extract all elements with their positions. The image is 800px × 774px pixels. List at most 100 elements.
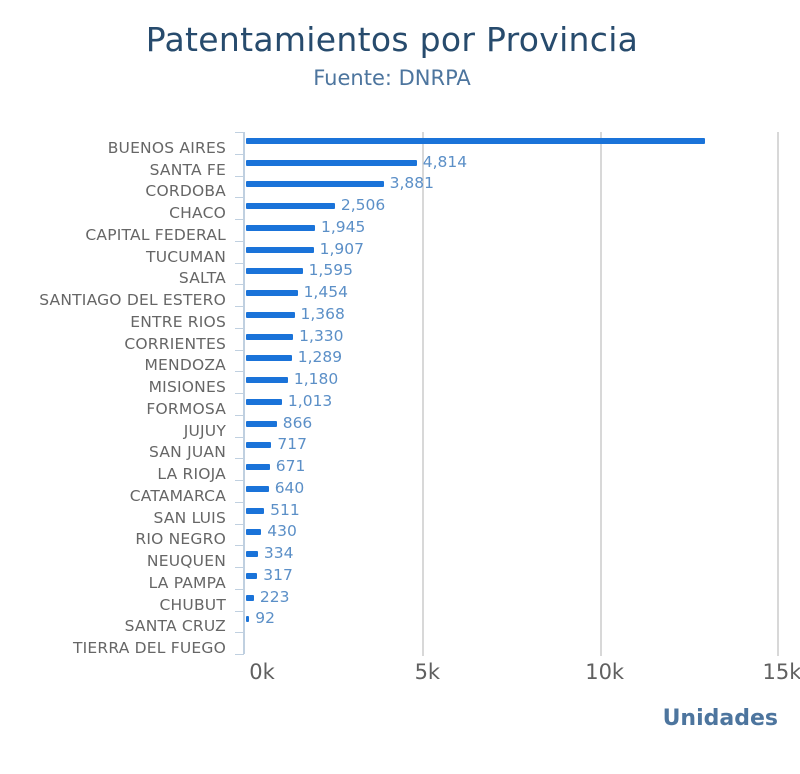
bar[interactable] [246, 464, 270, 471]
y-axis-tick [235, 175, 244, 177]
data-label: 640 [274, 478, 305, 497]
y-axis-tick [235, 327, 244, 329]
category-label: SANTA FE [149, 160, 226, 179]
gridline [599, 132, 602, 656]
bar[interactable] [246, 246, 314, 253]
x-tick-label: 15k [762, 660, 800, 684]
category-label: MENDOZA [144, 356, 226, 375]
y-axis-tick [235, 567, 244, 568]
category-label: CORRIENTES [124, 334, 226, 353]
bar[interactable] [246, 616, 250, 623]
data-label: 3,881 [389, 174, 435, 193]
bar[interactable] [246, 311, 295, 318]
bar[interactable] [246, 485, 269, 492]
data-label: 717 [277, 435, 308, 454]
category-label: SANTA CRUZ [124, 617, 226, 636]
bar[interactable] [246, 572, 258, 579]
bar[interactable] [246, 333, 294, 340]
bar[interactable] [246, 442, 272, 449]
category-label: LA RIOJA [157, 465, 226, 484]
y-axis-tick [235, 219, 244, 220]
y-axis-tick [235, 349, 244, 351]
bar[interactable] [246, 224, 315, 231]
data-label: 1,289 [297, 348, 343, 367]
data-label: 317 [263, 565, 293, 584]
y-axis-tick [235, 545, 244, 547]
data-label: 1,454 [303, 283, 348, 302]
data-label: 1,907 [319, 239, 364, 258]
y-axis-tick [235, 501, 244, 503]
category-label: CHUBUT [159, 595, 226, 614]
x-tick-label: 5k [414, 660, 441, 684]
y-axis-tick [235, 262, 244, 264]
category-label: ENTRE RIOS [130, 312, 226, 331]
category-label: SAN LUIS [153, 508, 226, 527]
category-label: SALTA [178, 269, 226, 288]
x-axis-title: Unidades [662, 706, 778, 731]
y-axis-tick [235, 414, 244, 416]
gridline [422, 132, 425, 656]
bar[interactable] [246, 159, 417, 166]
x-tick-label: 10k [585, 660, 625, 684]
bar[interactable] [246, 377, 288, 384]
bar[interactable] [246, 268, 303, 275]
category-label: FORMOSA [146, 399, 226, 418]
y-axis-tick [235, 632, 244, 634]
data-label: 92 [255, 609, 275, 628]
y-axis-tick [235, 458, 244, 460]
y-axis-tick [235, 523, 244, 525]
x-tick-label: 0k [249, 660, 275, 684]
category-label: TIERRA DEL FUEGO [72, 639, 226, 658]
data-label: 430 [267, 522, 297, 541]
bar[interactable] [246, 137, 705, 144]
y-axis-tick [235, 132, 244, 133]
y-axis-tick [235, 610, 244, 612]
bar[interactable] [246, 529, 262, 536]
category-label: CAPITAL FEDERAL [85, 225, 226, 244]
category-label: MISIONES [148, 378, 226, 397]
category-label: SANTIAGO DEL ESTERO [39, 291, 226, 310]
data-label: 1,595 [308, 261, 353, 280]
y-axis-tick [235, 654, 244, 655]
data-label: 334 [263, 544, 294, 563]
category-label: SAN JUAN [149, 443, 226, 462]
y-axis-tick [235, 306, 244, 307]
bar[interactable] [246, 355, 292, 362]
category-label: LA PAMPA [148, 573, 226, 592]
category-label: CHACO [169, 204, 226, 223]
y-axis-tick [235, 588, 244, 590]
data-label: 866 [282, 413, 313, 432]
category-label: CATAMARCA [129, 486, 226, 505]
category-label: RIO NEGRO [135, 530, 226, 549]
bar[interactable] [246, 290, 298, 297]
bar[interactable] [246, 181, 384, 188]
data-label: 2,506 [340, 196, 386, 215]
data-label: 4,814 [422, 152, 468, 171]
y-axis-tick [235, 153, 244, 155]
data-label: 1,368 [300, 304, 345, 323]
y-axis-line [243, 132, 245, 654]
data-label: 1,013 [287, 391, 333, 410]
data-label: 1,945 [320, 217, 366, 236]
gridline [777, 132, 779, 656]
data-label: 1,330 [299, 326, 344, 345]
category-label: JUJUY [183, 421, 226, 440]
category-label: TUCUMAN [146, 247, 226, 266]
data-label: 1,180 [293, 370, 339, 389]
category-label: BUENOS AIRES [107, 138, 226, 157]
bar[interactable] [246, 398, 282, 405]
chart-title: Patentamientos por Provincia [145, 20, 639, 59]
data-label: 223 [259, 587, 290, 606]
bar[interactable] [246, 551, 258, 558]
y-axis-tick [235, 436, 244, 438]
bar[interactable] [246, 507, 265, 514]
y-axis-tick [235, 197, 244, 199]
y-axis-tick [235, 240, 244, 242]
category-label: NEUQUEN [146, 552, 226, 571]
y-axis-tick [235, 284, 244, 286]
bar[interactable] [246, 203, 335, 210]
category-label: CORDOBA [145, 182, 226, 201]
bar[interactable] [246, 420, 277, 427]
bar[interactable] [246, 594, 254, 601]
